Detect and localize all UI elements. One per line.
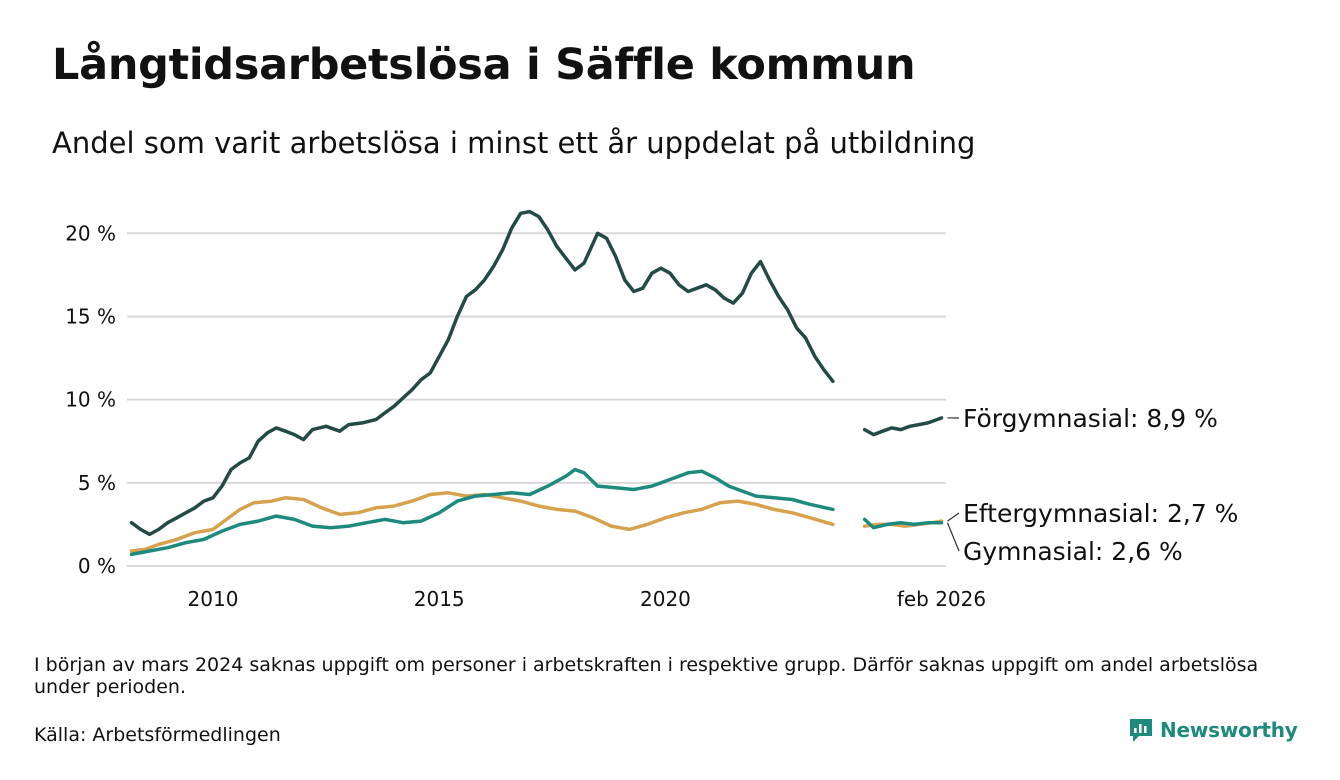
- brand-name: Newsworthy: [1160, 718, 1298, 742]
- x-tick-label: 2010: [188, 587, 239, 611]
- y-tick-label: 5 %: [78, 471, 116, 495]
- source-text: Källa: Arbetsförmedlingen: [34, 724, 281, 746]
- leader-line-eftergymnasial: [947, 512, 960, 522]
- chart-title: Långtidsarbetslösa i Säffle kommun: [52, 40, 916, 90]
- newsworthy-logo-icon: [1130, 719, 1152, 742]
- y-tick-label: 20 %: [65, 221, 116, 245]
- footnote: I början av mars 2024 saknas uppgift om …: [34, 654, 1259, 698]
- x-tick-label: 2015: [414, 587, 465, 611]
- series-label-eftergymnasial: Eftergymnasial: 2,7 %: [963, 499, 1238, 528]
- line-chart: 0 %5 %10 %15 %20 % 2010 2015 2020 feb 2026 …: [65, 209, 1238, 611]
- series-label-gymnasial: Gymnasial: 2,6 %: [963, 537, 1183, 566]
- series-line-eftergymnasial-segment-1: [129, 491, 835, 553]
- brand-logo: Newsworthy: [1128, 716, 1298, 744]
- series-line-gymnasial-segment-1: [129, 467, 835, 557]
- y-tick-label: 0 %: [78, 554, 116, 578]
- chart-subtitle: Andel som varit arbetslösa i minst ett å…: [52, 126, 976, 160]
- series-lines: [129, 209, 944, 557]
- series-label-forgymnasial: Förgymnasial: 8,9 %: [963, 404, 1218, 433]
- y-tick-label: 15 %: [65, 304, 116, 328]
- series-line-gymnasial-segment-2: [862, 517, 944, 530]
- grid-lines: [127, 232, 946, 567]
- leader-line-gymnasial: [946, 522, 960, 552]
- series-end-labels: Förgymnasial: 8,9 % Eftergymnasial: 2,7 …: [946, 404, 1238, 566]
- x-tick-label: feb 2026: [897, 587, 986, 611]
- x-tick-label: 2020: [640, 587, 691, 611]
- series-line-frgymnasial-segment-1: [129, 209, 835, 537]
- x-axis-tick-labels: 2010 2015 2020 feb 2026: [188, 587, 987, 611]
- y-tick-label: 10 %: [65, 388, 116, 412]
- y-axis-tick-labels: 0 % 5 % 10 % 15 % 20 %: [65, 221, 116, 578]
- series-line-frgymnasial-segment-2: [862, 416, 944, 437]
